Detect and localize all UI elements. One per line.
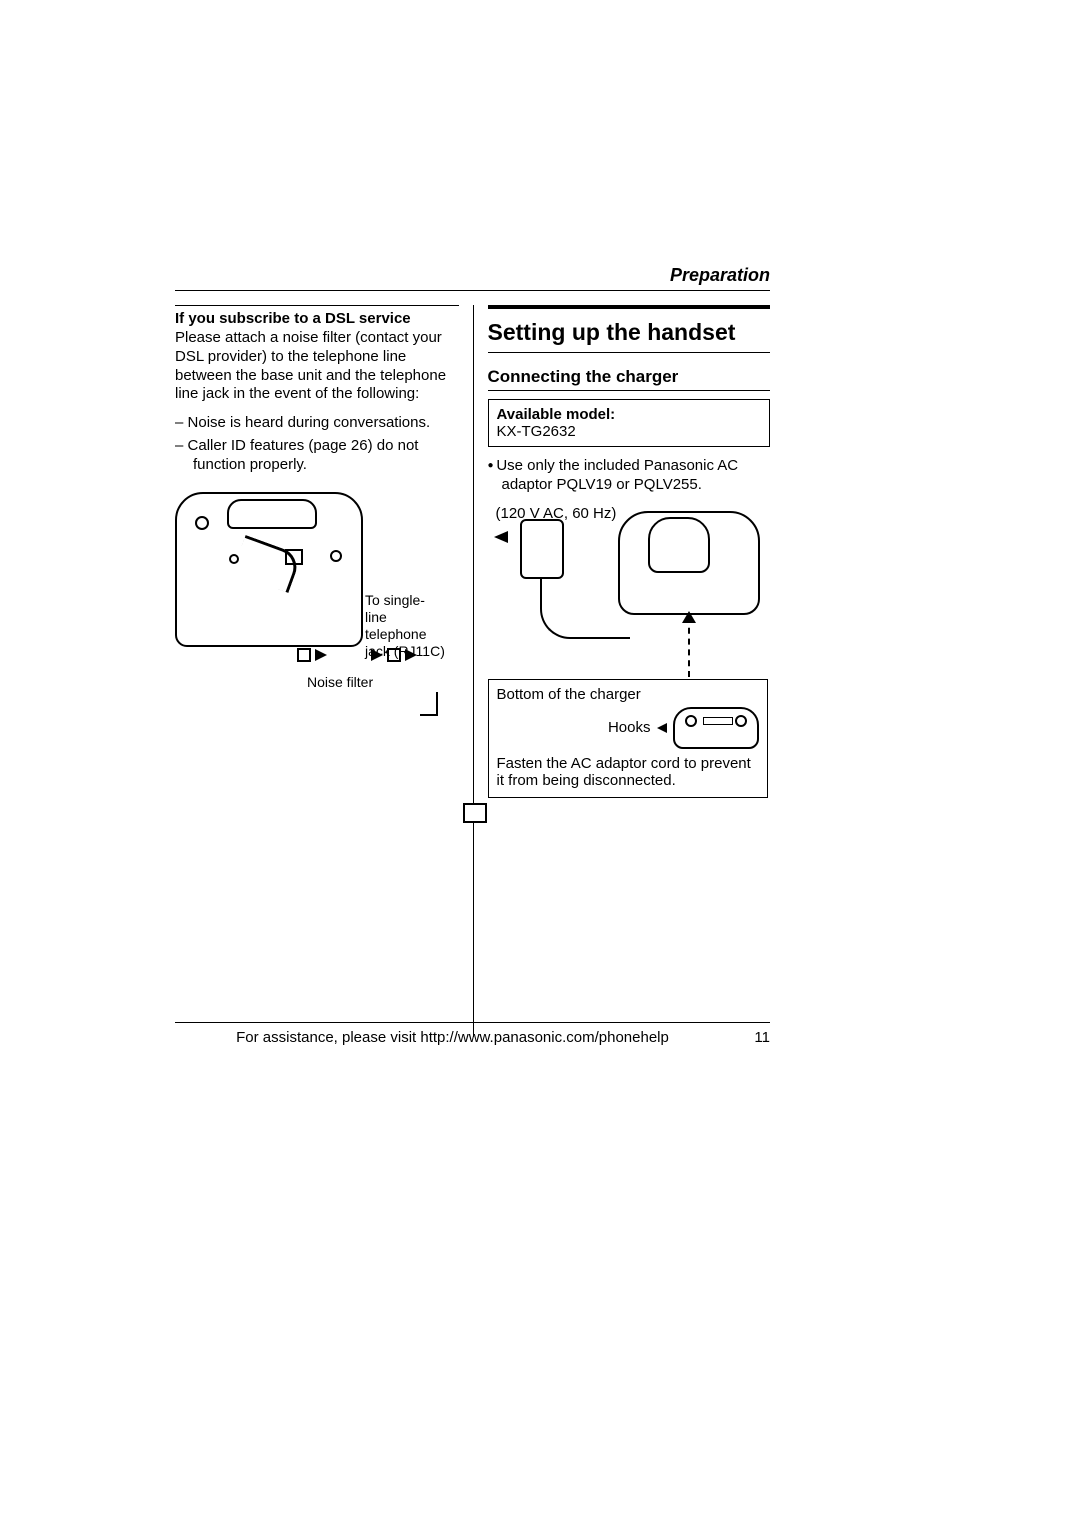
h1-setting-up-handset: Setting up the handset — [488, 305, 771, 353]
right-column: Setting up the handset Connecting the ch… — [473, 305, 771, 1037]
hooks-label: Hooks — [608, 719, 651, 736]
arrow-up-icon — [682, 611, 696, 623]
charger-cradle — [648, 517, 710, 573]
screw-hole — [195, 516, 209, 530]
page-footer: For assistance, please visit http://www.… — [175, 1022, 770, 1046]
dsl-condition-list: Noise is heard during conversations. Cal… — [175, 414, 459, 474]
wall-wire-icon — [420, 692, 438, 716]
rj-plug-icon — [297, 648, 311, 662]
noise-filter-label: Noise filter — [307, 674, 373, 690]
figure-charger: (120 V AC, 60 Hz) Bottom of the charger … — [488, 505, 768, 785]
list-item: Caller ID features (page 26) do not func… — [175, 437, 459, 475]
h2-connecting-charger: Connecting the charger — [488, 367, 771, 391]
page-content: Preparation If you subscribe to a DSL se… — [175, 265, 770, 1037]
column-spacer — [175, 737, 459, 1037]
model-box-label: Available model: — [497, 406, 616, 423]
jack-label: To single-line telephone jack (RJ11C) — [365, 592, 445, 659]
section-header: Preparation — [175, 265, 770, 290]
handset-outline — [227, 499, 317, 529]
noise-filter-connection-row — [297, 648, 327, 662]
footer-assistance-text: For assistance, please visit http://www.… — [175, 1029, 730, 1046]
arrow-left-icon — [494, 531, 508, 543]
screw-hole — [735, 715, 747, 727]
list-item: Noise is heard during conversations. — [175, 414, 459, 433]
charger-bottom-box: Bottom of the charger Hooks Fasten the A… — [488, 679, 768, 798]
charger-bottom-illustration — [673, 707, 759, 749]
figure-base-unit: To single-line telephone jack (RJ11C) No… — [175, 492, 445, 737]
screw-hole — [330, 550, 342, 562]
label-line: jack (RJ11C) — [365, 643, 445, 659]
dsl-heading: If you subscribe to a DSL service — [175, 305, 459, 327]
two-column-layout: If you subscribe to a DSL service Please… — [175, 305, 770, 1037]
noise-filter-icon — [463, 803, 487, 823]
available-model-box: Available model: KX-TG2632 — [488, 399, 771, 447]
page-number: 11 — [730, 1029, 770, 1046]
bottom-of-charger-label: Bottom of the charger — [497, 686, 759, 703]
left-column: If you subscribe to a DSL service Please… — [175, 305, 473, 1037]
screw-hole — [685, 715, 697, 727]
cord-hook-slots — [703, 717, 733, 725]
label-line: telephone — [365, 626, 427, 642]
fasten-note: Fasten the AC adaptor cord to prevent it… — [497, 755, 759, 789]
base-unit-illustration — [175, 492, 363, 647]
header-rule — [175, 290, 770, 291]
model-box-value: KX-TG2632 — [497, 423, 576, 440]
adaptor-note-bullet: Use only the included Panasonic AC adapt… — [488, 457, 771, 495]
power-cord — [232, 535, 302, 593]
ac-adaptor-illustration — [520, 519, 564, 579]
arrow-left-icon — [657, 723, 667, 733]
dashed-arrow-line — [688, 617, 690, 677]
adaptor-cord — [540, 579, 630, 639]
arrow-right-icon — [315, 649, 327, 661]
dsl-body-text: Please attach a noise filter (contact yo… — [175, 329, 459, 404]
hooks-row: Hooks — [497, 707, 759, 749]
label-line: To single-line — [365, 592, 425, 625]
